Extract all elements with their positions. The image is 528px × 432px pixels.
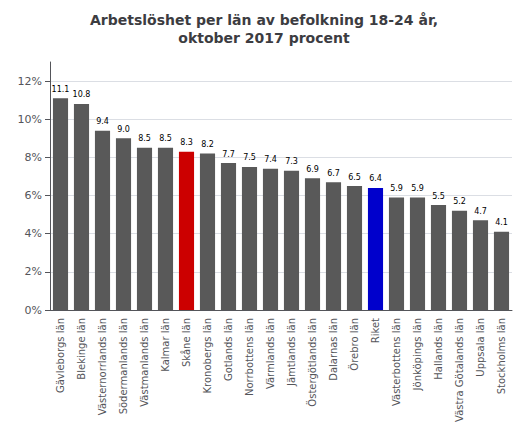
svg-text:Stockholms län: Stockholms län xyxy=(496,318,507,394)
svg-text:Dalarnas län: Dalarnas län xyxy=(328,318,339,381)
svg-text:6.7: 6.7 xyxy=(327,169,340,178)
svg-text:Hallands län: Hallands län xyxy=(433,318,444,380)
svg-text:2%: 2% xyxy=(25,265,42,278)
svg-text:Östergötlands län: Östergötlands län xyxy=(306,318,318,407)
svg-text:Västernorrlands län: Västernorrlands län xyxy=(97,318,108,415)
svg-text:5.5: 5.5 xyxy=(432,192,445,201)
svg-text:Örebro län: Örebro län xyxy=(348,318,360,371)
svg-text:12%: 12% xyxy=(18,75,42,88)
svg-text:Riket: Riket xyxy=(370,318,381,343)
svg-text:Västmanlands län: Västmanlands län xyxy=(139,318,150,407)
svg-text:8.2: 8.2 xyxy=(201,140,214,149)
svg-text:Norrbottens län: Norrbottens län xyxy=(244,318,255,396)
svg-text:8.5: 8.5 xyxy=(138,134,151,143)
svg-text:Skåne län: Skåne län xyxy=(180,318,192,367)
svg-text:4.7: 4.7 xyxy=(474,207,487,216)
svg-text:7.3: 7.3 xyxy=(285,157,298,166)
svg-text:Västerbottens län: Västerbottens län xyxy=(391,318,402,406)
svg-text:5.9: 5.9 xyxy=(390,184,403,193)
svg-text:9.4: 9.4 xyxy=(96,117,109,126)
svg-text:Jämtlands län: Jämtlands län xyxy=(286,318,297,387)
svg-text:6%: 6% xyxy=(25,189,42,202)
svg-text:8%: 8% xyxy=(25,151,42,164)
svg-text:10%: 10% xyxy=(18,113,42,126)
svg-text:Kalmar län: Kalmar län xyxy=(160,318,171,372)
svg-text:8.3: 8.3 xyxy=(180,138,193,147)
svg-text:7.5: 7.5 xyxy=(243,153,256,162)
svg-text:8.5: 8.5 xyxy=(159,134,172,143)
svg-text:7.7: 7.7 xyxy=(222,150,235,159)
svg-text:10.8: 10.8 xyxy=(73,90,91,99)
svg-text:6.9: 6.9 xyxy=(306,165,319,174)
svg-text:Jönköpings län: Jönköpings län xyxy=(412,318,423,391)
svg-text:Arbetslöshet per län av befolk: Arbetslöshet per län av befolkning 18-24… xyxy=(90,12,438,28)
svg-text:Gotlands län: Gotlands län xyxy=(223,318,234,381)
svg-text:4%: 4% xyxy=(25,227,42,240)
svg-text:5.9: 5.9 xyxy=(411,184,424,193)
svg-text:Södermanlands län: Södermanlands län xyxy=(118,318,129,414)
svg-text:4.1: 4.1 xyxy=(495,218,508,227)
svg-text:5.2: 5.2 xyxy=(453,197,466,206)
svg-text:6.5: 6.5 xyxy=(348,173,361,182)
svg-text:Kronobergs län: Kronobergs län xyxy=(202,318,213,393)
svg-text:Blekinge län: Blekinge län xyxy=(76,318,87,380)
svg-text:Gävleborgs län: Gävleborgs län xyxy=(55,318,66,393)
svg-text:0%: 0% xyxy=(25,304,42,317)
svg-text:Värmlands län: Värmlands län xyxy=(265,318,276,389)
svg-text:7.4: 7.4 xyxy=(264,155,277,164)
svg-text:Uppsala län: Uppsala län xyxy=(475,318,486,377)
svg-text:oktober 2017 procent: oktober 2017 procent xyxy=(178,30,350,46)
svg-text:6.4: 6.4 xyxy=(369,174,382,183)
svg-text:11.1: 11.1 xyxy=(52,85,70,94)
svg-text:9.0: 9.0 xyxy=(117,125,130,134)
svg-text:Västra Götalands län: Västra Götalands län xyxy=(454,318,465,422)
